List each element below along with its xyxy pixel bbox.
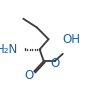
Text: H₂N: H₂N (0, 43, 18, 56)
Text: O: O (25, 69, 34, 82)
Text: O: O (51, 57, 60, 70)
Text: OH: OH (63, 33, 81, 46)
